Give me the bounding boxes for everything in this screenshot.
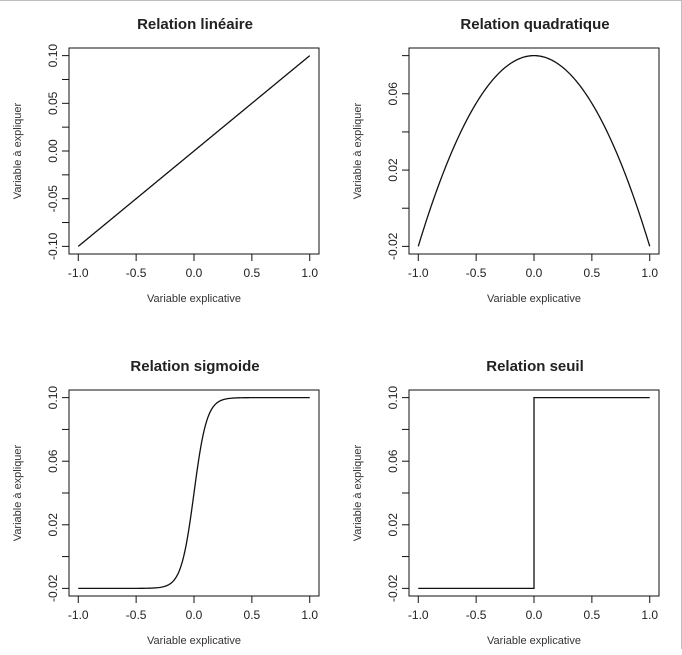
chart-panel-2: Relation quadratique -1.0 -0.5 0.0 0.5 1.0 -0.…: [352, 16, 660, 305]
x-tick-label: 0.0: [186, 608, 203, 622]
y-tick-label: 0.10: [46, 386, 60, 410]
x-tick-label: 0.5: [244, 266, 261, 280]
x-tick-label: -1.0: [68, 266, 89, 280]
x-tick-label: -0.5: [126, 266, 147, 280]
chart-title: Relation linéaire: [137, 16, 253, 33]
x-tick-label: 1.0: [641, 266, 658, 280]
y-tick-label: 0.06: [46, 449, 60, 473]
x-tick-label: 0.0: [186, 266, 203, 280]
y-tick-label: 0.02: [386, 158, 400, 182]
x-tick-label: -0.5: [126, 608, 147, 622]
x-tick-label: 0.5: [244, 608, 261, 622]
x-axis-label: Variable explicative: [487, 635, 581, 647]
y-tick-label: 0.00: [46, 139, 60, 163]
y-tick-label: -0.02: [46, 574, 60, 602]
x-tick-label: -1.0: [408, 266, 429, 280]
y-tick-label: 0.05: [46, 91, 60, 115]
y-tick-label: -0.02: [386, 232, 400, 260]
y-tick-label: 0.02: [386, 513, 400, 537]
series-line: [417, 54, 651, 247]
x-tick-label: 0.0: [526, 266, 543, 280]
chart-title: Relation quadratique: [460, 16, 609, 33]
y-tick-label: 0.10: [46, 44, 60, 68]
x-axis-label: Variable explicative: [487, 293, 581, 305]
chart-title: Relation sigmoide: [130, 358, 259, 375]
chart-panel-4: Relation seuil -1.0 -0.5 0.0 0.5 1.0 -0.02 0.02…: [352, 358, 660, 647]
x-tick-label: -1.0: [68, 608, 89, 622]
y-tick-label: -0.10: [46, 232, 60, 260]
y-tick-label: 0.10: [386, 386, 400, 410]
y-axis-label: Variable à expliquer: [12, 102, 24, 199]
y-tick-label: 0.06: [386, 82, 400, 106]
y-tick-label: -0.05: [46, 185, 60, 213]
x-tick-label: -1.0: [408, 608, 429, 622]
y-axis-label: Variable à expliquer: [352, 102, 364, 199]
x-axis-label: Variable explicative: [147, 293, 241, 305]
x-tick-label: 1.0: [641, 608, 658, 622]
y-axis-label: Variable à expliquer: [12, 444, 24, 541]
x-tick-label: 1.0: [301, 266, 318, 280]
y-axis-label: Variable à expliquer: [352, 444, 364, 541]
plot-frame: [408, 47, 660, 255]
y-tick-label: 0.06: [386, 449, 400, 473]
series-line: [78, 396, 310, 590]
x-tick-label: -0.5: [466, 266, 487, 280]
y-tick-label: -0.02: [386, 574, 400, 602]
y-tick-label: 0.02: [46, 513, 60, 537]
chart-title: Relation seuil: [486, 358, 584, 375]
series-line: [418, 396, 650, 590]
x-tick-label: 0.5: [584, 266, 601, 280]
chart-panel-3: Relation sigmoide -1.0 -0.5 0.0 0.5 1.0 -0.02 0…: [12, 358, 320, 647]
x-tick-label: 0.5: [584, 608, 601, 622]
x-axis-label: Variable explicative: [147, 635, 241, 647]
x-tick-label: 1.0: [301, 608, 318, 622]
series-line: [77, 55, 311, 247]
chart-panel-1: Relation linéaire -1.0 -0.5 0.0 0.5 1.0 -0.10 -…: [12, 16, 320, 305]
x-tick-label: 0.0: [526, 608, 543, 622]
x-tick-label: -0.5: [466, 608, 487, 622]
